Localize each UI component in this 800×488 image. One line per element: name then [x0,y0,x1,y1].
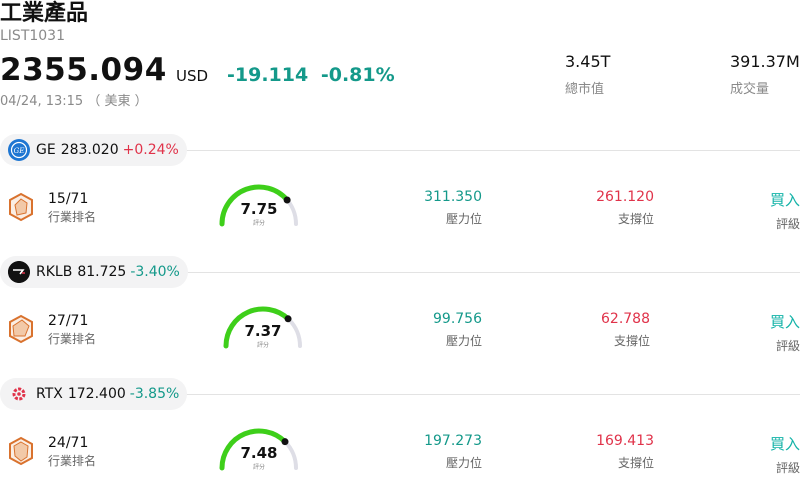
volume-value: 391.37M [730,52,800,71]
section-divider [186,150,800,151]
resistance-value: 99.756 [433,311,482,327]
rtx-logo-icon [8,383,30,405]
support-value: 62.788 [601,311,650,327]
analyst-rating: 買入 評級 [770,311,800,354]
market-cap-value: 3.45T [565,52,611,71]
rating-label: 評級 [775,461,800,475]
resistance-value: 197.273 [424,433,482,449]
rating-value: 買入 [769,313,800,331]
price-change-value: -19.114 [227,64,309,86]
industry-rank-value: 24/71 [48,435,89,451]
score-label: 評分 [256,342,269,349]
stock-price: 172.400 [67,386,126,402]
support-value: 261.120 [596,189,654,205]
industry-rank-label: 行業排名 [48,332,97,346]
stock-pill-rtx[interactable]: RTX 172.400 -3.85% [0,378,188,410]
support-level: 62.788 支撐位 [601,311,650,349]
price-change: -19.114 -0.81% [227,64,395,86]
rocket-lab-logo-icon [8,261,30,283]
rating-label: 評級 [775,217,800,231]
resistance-value: 311.350 [424,189,482,205]
stock-change-percent: +0.24% [122,142,179,158]
support-label: 支撐位 [613,334,650,348]
rating-value: 買入 [769,191,800,209]
index-code: LIST1031 [0,28,65,44]
support-label: 支撐位 [617,456,654,470]
score-label: 評分 [252,220,265,227]
score-gauge: 7.37 評分 [222,302,312,352]
resistance-label: 壓力位 [445,212,482,226]
score-gauge: 7.48 評分 [218,424,308,474]
stock-pill-rklb[interactable]: RKLB 81.725 -3.40% [0,256,188,288]
resistance-label: 壓力位 [445,456,482,470]
index-price: 2355.094 [0,52,167,88]
stock-price: 81.725 [77,264,127,280]
score-gauge-arc [219,428,298,471]
resistance-level: 197.273 壓力位 [424,433,482,471]
stock-change-percent: -3.40% [130,264,180,280]
volume-label: 成交量 [730,82,770,97]
score-value: 7.37 [244,322,282,340]
stock-change-percent: -3.85% [129,386,180,402]
industry-rank-label: 行業排名 [48,454,97,468]
industry-rank-value: 15/71 [48,191,89,207]
analyst-rating: 買入 評級 [770,189,800,232]
support-level: 261.120 支撐位 [596,189,654,227]
industry-rank-value: 27/71 [48,313,89,329]
ge-logo-icon: GE [8,139,30,161]
resistance-level: 99.756 壓力位 [433,311,482,349]
support-value: 169.413 [596,433,654,449]
stock-pill-ge[interactable]: GE GE 283.020 +0.24% [0,134,187,166]
stock-ticker: RTX [36,386,63,402]
rating-value: 買入 [769,435,800,453]
industry-rank-icon [9,314,33,344]
support-label: 支撐位 [617,212,654,226]
page-title: 工業產品 [0,1,89,26]
stock-ticker: RKLB [36,264,73,280]
currency-label: USD [176,67,209,85]
score-gauge-arc [223,306,302,349]
score-gauge-arc [219,184,298,227]
section-divider [186,394,800,395]
industry-rank-icon [9,436,33,466]
resistance-label: 壓力位 [445,334,482,348]
stock-price: 283.020 [60,142,119,158]
market-cap-stat: 3.45T 總市值 [565,52,610,97]
score-gauge: 7.75 評分 [218,180,308,230]
score-label: 評分 [252,464,265,471]
volume-stat: 391.37M 成交量 [730,52,800,97]
svg-text:GE: GE [14,147,25,155]
timestamp: 04/24, 13:15 （ 美東 ） [0,94,148,109]
section-divider [186,272,800,273]
industry-rank-label: 行業排名 [48,210,97,224]
market-cap-label: 總市值 [565,82,605,97]
resistance-level: 311.350 壓力位 [424,189,482,227]
score-value: 7.75 [240,200,278,218]
price-change-percent: -0.81% [320,64,395,86]
analyst-rating: 買入 評級 [770,433,800,476]
stock-ticker: GE [36,142,56,158]
score-value: 7.48 [240,444,278,462]
rating-label: 評級 [775,339,800,353]
industry-rank-icon [9,192,33,222]
support-level: 169.413 支撐位 [596,433,654,471]
